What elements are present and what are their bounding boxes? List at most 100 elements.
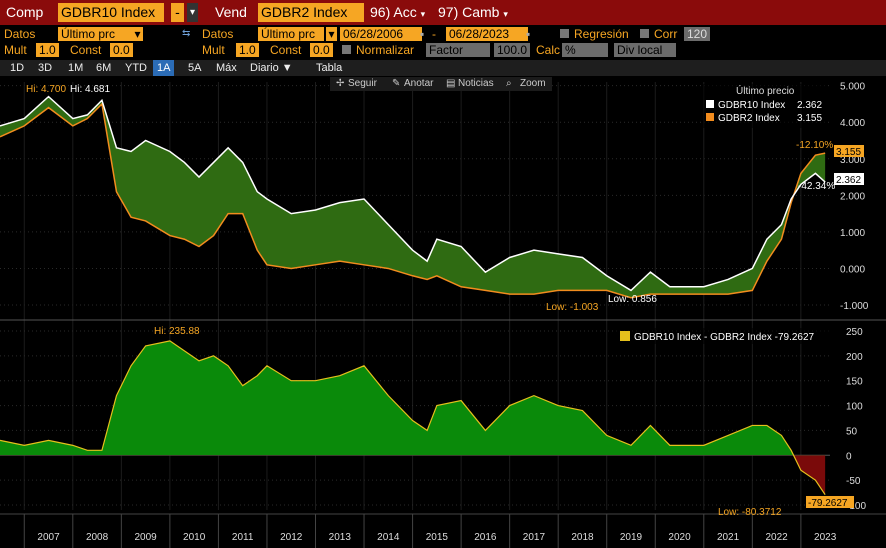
const2-field[interactable]: 0.0 — [310, 43, 333, 57]
gdbr2-last-tag — [834, 145, 864, 157]
news-icon[interactable]: ▤ — [446, 78, 456, 89]
spread-line — [0, 340, 826, 496]
period-max[interactable]: Máx — [216, 62, 237, 74]
camb-prefix: 97) — [438, 4, 459, 20]
camb-menu[interactable]: 97) Camb ▾ — [438, 3, 508, 22]
security2-field[interactable]: GDBR2 Index — [258, 3, 364, 22]
normalizar-checkbox[interactable] — [342, 43, 351, 57]
factor-select[interactable]: Factor — [426, 43, 490, 57]
settings-row-1: Datos Último prc ▾ ⇆ Datos Último prc ▾ … — [0, 26, 886, 42]
date-from-field[interactable]: 06/28/2006 — [340, 27, 422, 41]
datos2-chevron-icon[interactable]: ▾ — [326, 27, 337, 41]
const-field[interactable]: 0.0 — [110, 43, 133, 57]
period-1a[interactable]: 1A — [153, 60, 175, 76]
period-diario[interactable]: Diario ▼ — [250, 62, 293, 74]
zoom-icon[interactable]: ⌕ — [506, 78, 512, 89]
spread-legend-label: GDBR10 Index - GDBR2 Index -79.2627 — [634, 332, 815, 343]
chart-area[interactable]: 5.000 4.000 3.000 2.000 1.000 0.000 -1.000 250… — [0, 76, 886, 548]
x-tick-label: 2019 — [620, 532, 643, 543]
datos-chevron-icon[interactable]: ▾ — [132, 27, 143, 41]
period-ytd[interactable]: YTD — [125, 62, 147, 74]
period-5a[interactable]: 5A — [188, 62, 202, 74]
tool-noticias[interactable]: Noticias — [458, 78, 494, 89]
security1-modifier[interactable]: - — [171, 3, 184, 22]
chart-toolbar: ✢ Seguir ✎ Anotar ▤ Noticias ⌕ Zoom — [330, 77, 552, 91]
acc-chevron-icon: ▾ — [420, 9, 426, 19]
spread-low-annotation: Low: -80.3712 — [718, 507, 782, 518]
annotate-icon[interactable]: ✎ — [392, 78, 401, 89]
normalizar-label: Normalizar — [356, 43, 415, 57]
legend-gdbr10-last: 2.362 — [797, 100, 822, 111]
tool-seguir[interactable]: Seguir — [348, 78, 377, 89]
datos2-label: Datos — [202, 27, 234, 41]
const-label: Const — [70, 43, 102, 57]
gdbr10-last-value: 2.362 — [836, 175, 861, 186]
period-bar: 1D 3D 1M 6M YTD 1A 5A Máx Diario ▼ Tabla — [0, 60, 886, 76]
corr-value[interactable]: 120 — [684, 27, 711, 41]
security1-field[interactable]: GDBR10 Index — [58, 3, 164, 22]
legend-gdbr2-last: 3.155 — [797, 113, 822, 124]
x-tick-label: 2022 — [765, 532, 788, 543]
tool-zoom[interactable]: Zoom — [520, 78, 546, 89]
link-icon[interactable]: ⇆ — [182, 28, 191, 39]
x-tick-label: 2020 — [668, 532, 691, 543]
bottom-y-tick: 150 — [846, 377, 863, 388]
datos2-select[interactable]: Último prc — [258, 27, 324, 41]
regresion-checkbox[interactable] — [560, 27, 569, 41]
mult-label: Mult — [4, 43, 27, 57]
x-axis: 2007 2008 2009 2010 2011 2012 2013 2014 2015 2016… — [23, 514, 837, 548]
datos-select[interactable]: Último prc — [58, 27, 138, 41]
tool-anotar[interactable]: Anotar — [404, 78, 434, 89]
acc-menu[interactable]: 96) Acc ▾ — [370, 3, 425, 22]
gdbr10-series-line — [0, 95, 826, 292]
top-y-tick: 2.000 — [840, 191, 865, 202]
spread-last-tag — [806, 496, 854, 508]
bottom-y-tick: 50 — [846, 426, 858, 437]
datos-label: Datos — [4, 27, 36, 41]
x-tick-label: 2016 — [474, 532, 497, 543]
date-separator: - — [432, 27, 436, 41]
x-tick-label: 2009 — [134, 532, 157, 543]
x-tick-label: 2018 — [571, 532, 594, 543]
bottom-y-axis: 250 200 150 100 50 0 -50 -100 — [846, 327, 866, 512]
gdbr2-line — [0, 102, 826, 299]
date-to-field[interactable]: 06/28/2023 — [446, 27, 528, 41]
security1-dropdown-icon[interactable]: ▾ — [187, 3, 198, 22]
div-select[interactable]: Div local — [614, 43, 676, 57]
spread-hi-annotation: Hi: 235.88 — [154, 326, 200, 337]
hi1-annotation: Hi: 4.700 — [26, 84, 66, 95]
legend-gdbr2: GDBR2 Index — [718, 113, 780, 124]
bottom-y-tick: 0 — [846, 451, 852, 462]
x-tick-label: 2013 — [329, 532, 352, 543]
period-1m[interactable]: 1M — [68, 62, 84, 74]
legend-gdbr10: GDBR10 Index — [718, 100, 785, 111]
period-1d[interactable]: 1D — [10, 62, 25, 74]
calc-select[interactable]: % — [562, 43, 608, 57]
low1-annotation: Low: -1.003 — [546, 302, 599, 313]
bottom-y-tick: 250 — [846, 327, 863, 338]
period-3d[interactable]: 3D — [38, 62, 53, 74]
x-tick-label: 2007 — [37, 532, 60, 543]
calendar-icon-2[interactable]: ▪ — [526, 27, 531, 41]
top-y-tick: 5.000 — [840, 82, 865, 93]
x-tick-label: 2021 — [717, 532, 740, 543]
pct1-annotation: -12.10% — [796, 140, 833, 151]
gdbr2-last-value: 3.155 — [836, 147, 861, 158]
x-tick-label: 2015 — [426, 532, 449, 543]
period-6m[interactable]: 6M — [96, 62, 112, 74]
settings-row-2: Mult 1.0 Const 0.0 Mult 1.0 Const 0.0 No… — [0, 42, 886, 58]
acc-label: Acc — [393, 4, 417, 20]
factor-field[interactable]: 100.0 — [494, 43, 531, 57]
follow-icon[interactable]: ✢ — [336, 78, 345, 89]
period-tabla[interactable]: Tabla — [316, 62, 343, 74]
corr-checkbox[interactable] — [640, 27, 649, 41]
calc-label: Calc — [536, 43, 561, 57]
mult2-field[interactable]: 1.0 — [236, 43, 259, 57]
camb-label: Camb — [462, 4, 500, 20]
pct2-annotation: -42.34% — [798, 181, 835, 192]
mult-field[interactable]: 1.0 — [36, 43, 59, 57]
x-tick-label: 2023 — [814, 532, 837, 543]
corr-label: Corr — [654, 27, 678, 41]
bottom-y-tick: 200 — [846, 352, 863, 363]
calendar-icon-1[interactable]: ▪ — [420, 27, 425, 41]
